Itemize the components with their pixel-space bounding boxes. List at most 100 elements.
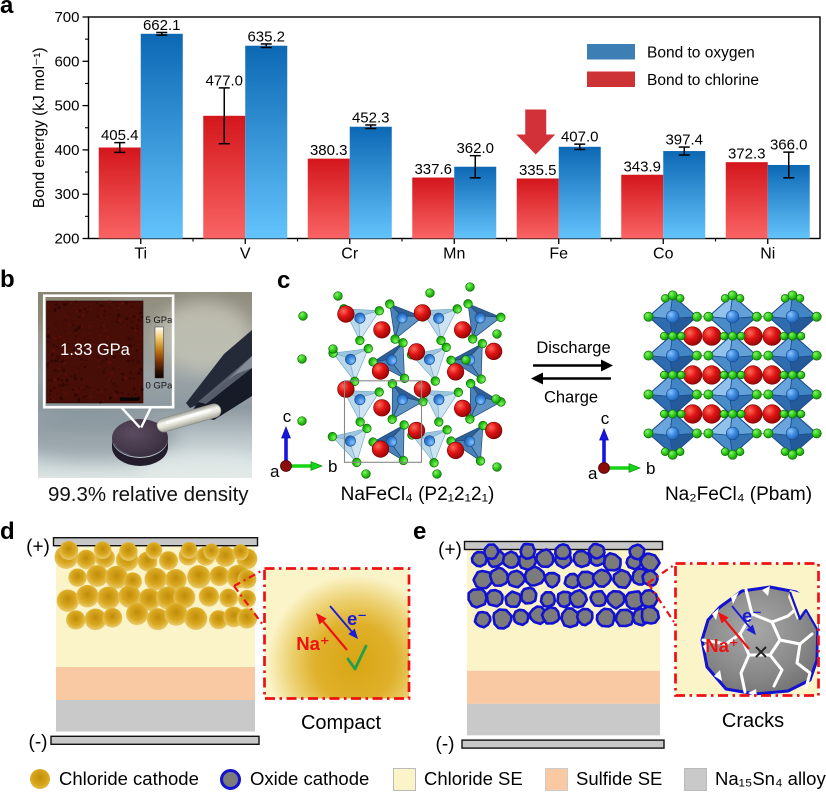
speckle — [73, 376, 77, 381]
speckle — [65, 302, 69, 306]
speckle — [118, 398, 120, 400]
cl-atom — [441, 342, 451, 352]
bar-value-label: 343.9 — [623, 158, 661, 175]
speckle — [124, 324, 128, 328]
speckle — [107, 313, 109, 315]
b-axis-head — [310, 461, 323, 471]
speckle — [119, 369, 121, 371]
speckle — [72, 365, 74, 367]
speckle — [56, 317, 59, 319]
chart-legend-swatch — [587, 71, 635, 87]
speckle — [121, 378, 124, 381]
oxide-particle — [506, 569, 527, 589]
nafecl4-structure — [297, 282, 506, 479]
speckle — [111, 357, 113, 359]
chloride-particle — [84, 608, 107, 631]
speckle — [128, 336, 131, 338]
speckle — [58, 361, 61, 363]
speckle — [128, 371, 132, 375]
cl-atom — [387, 414, 397, 424]
speckle — [49, 301, 51, 303]
cl-atom — [703, 428, 714, 439]
oxide-particle — [641, 569, 659, 587]
a-axis-origin — [280, 460, 292, 472]
cl-atom — [425, 288, 435, 298]
speckle — [89, 357, 92, 360]
legend-item-alloy: Na₁₅Sn₄ alloy — [684, 767, 826, 791]
oxide-particle — [602, 551, 622, 572]
speckle — [52, 394, 56, 397]
speckle — [101, 353, 104, 355]
speckle — [77, 326, 80, 330]
cl-atom — [676, 409, 686, 419]
fe-atom — [785, 310, 800, 324]
speckle — [126, 352, 128, 355]
speckle — [61, 369, 63, 370]
d-sulfide-se-layer — [56, 667, 255, 700]
speckle — [138, 311, 142, 315]
speckle — [47, 305, 51, 309]
chart-legend-label: Bond to oxygen — [647, 44, 755, 61]
speckle — [129, 344, 132, 348]
speckle — [107, 335, 110, 338]
speckle — [81, 384, 83, 386]
speckle — [88, 346, 91, 349]
cl-atom — [787, 409, 798, 419]
panel-label-b: b — [0, 266, 15, 293]
speckle — [56, 357, 59, 360]
bar-value-label: 397.4 — [665, 132, 703, 149]
cl-atom — [728, 409, 738, 419]
cl-atom — [327, 431, 338, 442]
fe-atom — [433, 394, 445, 406]
cl-atom — [418, 396, 428, 407]
crack-line — [701, 632, 742, 646]
speckle — [58, 334, 62, 338]
speckle — [72, 367, 74, 370]
cl-atom — [668, 331, 678, 341]
cl-atom — [691, 428, 702, 439]
sulfide-se-swatch — [545, 767, 568, 791]
fe-atom — [666, 387, 680, 402]
cl-atom — [452, 304, 462, 314]
chloride-particle — [198, 586, 220, 607]
cl-atom — [387, 379, 397, 389]
speckle — [53, 378, 57, 382]
bar-Ti-oxygen — [140, 33, 183, 239]
speckle — [56, 393, 58, 395]
oxide-particle — [624, 590, 645, 611]
speckle — [104, 388, 107, 391]
e-callout-line — [647, 582, 675, 623]
speckle — [102, 399, 105, 402]
na-atom — [447, 441, 465, 460]
speckle — [75, 369, 79, 373]
cl-atom — [477, 338, 487, 349]
e-negative-electrode — [461, 739, 665, 749]
speckle — [83, 392, 87, 396]
oxide-particle — [612, 568, 633, 590]
speckle — [117, 338, 120, 340]
speckle — [57, 314, 60, 317]
speckle — [111, 348, 114, 351]
speckle — [126, 324, 129, 327]
speckle — [113, 382, 116, 385]
speckle — [84, 394, 88, 398]
cl-atom — [780, 294, 790, 303]
cl-atom — [492, 329, 502, 339]
fe-atom — [725, 310, 740, 324]
cl-atom — [763, 311, 774, 322]
pellet-top — [112, 419, 168, 457]
speckle — [117, 306, 121, 310]
speckle — [76, 399, 81, 403]
bar-value-label: 452.3 — [352, 109, 390, 126]
speckle — [129, 338, 132, 341]
speckle — [64, 310, 66, 312]
a-axis-origin — [598, 462, 610, 474]
speckle — [72, 331, 75, 333]
speckle — [71, 378, 74, 381]
speckle — [49, 393, 51, 396]
oxide-particle — [589, 589, 608, 608]
speckle — [135, 349, 139, 353]
axis-triad-left: c b a — [270, 407, 337, 481]
cl-atom — [659, 370, 669, 380]
oxide-particle — [488, 566, 511, 588]
